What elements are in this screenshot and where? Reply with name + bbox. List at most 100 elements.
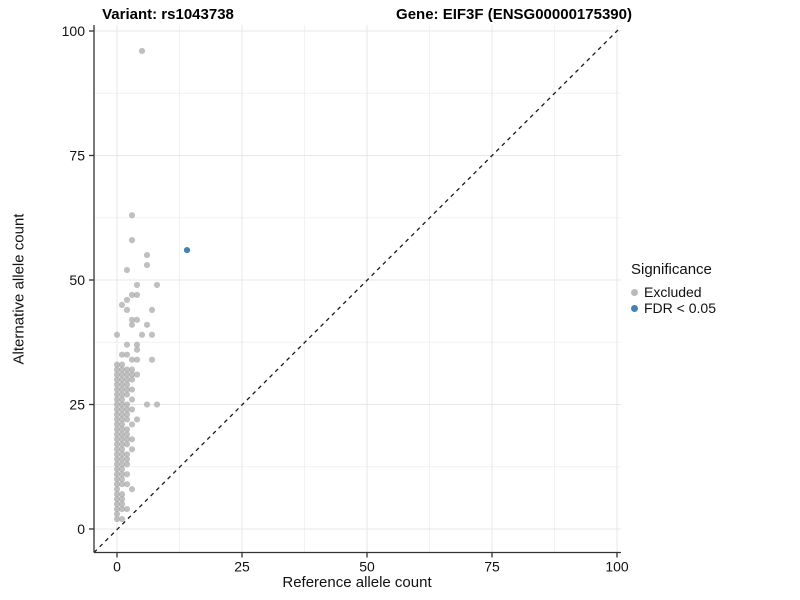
data-point-excluded: [123, 306, 131, 313]
data-point-excluded: [113, 431, 121, 438]
data-point-excluded: [128, 356, 136, 363]
data-point-excluded: [153, 401, 161, 408]
data-point-excluded: [113, 376, 121, 383]
data-point-excluded: [118, 396, 126, 403]
data-point-excluded: [123, 381, 131, 388]
data-point-excluded: [118, 381, 126, 388]
data-point-excluded: [143, 321, 151, 328]
identity-line: [93, 29, 619, 553]
data-point-excluded: [133, 356, 141, 363]
data-point-excluded: [148, 306, 156, 313]
data-point-excluded: [153, 281, 161, 289]
data-point-excluded: [118, 471, 126, 478]
data-point-excluded: [133, 316, 141, 323]
data-point-excluded: [113, 461, 121, 468]
data-point-excluded: [118, 391, 126, 398]
data-point-excluded: [128, 386, 136, 393]
data-point-excluded: [113, 371, 121, 378]
data-point-excluded: [118, 366, 126, 373]
plot-title-gene: Gene: EIF3F (ENSG00000175390): [396, 6, 632, 23]
data-point-excluded: [118, 351, 126, 358]
data-point-excluded: [113, 421, 121, 428]
data-point-excluded: [118, 431, 126, 438]
data-point-excluded: [113, 416, 121, 423]
data-point-excluded: [118, 461, 126, 468]
data-point-excluded: [123, 416, 131, 423]
data-point-excluded: [123, 351, 131, 358]
data-point-excluded: [113, 391, 121, 398]
data-point-excluded: [118, 426, 126, 433]
data-point-excluded: [123, 341, 131, 348]
data-point-excluded: [113, 471, 121, 478]
data-point-excluded: [113, 486, 121, 493]
x-axis-title: Reference allele count: [282, 574, 432, 591]
data-point-excluded: [128, 366, 136, 373]
data-point-excluded: [113, 496, 121, 503]
data-point-excluded: [118, 411, 126, 418]
data-point-excluded: [128, 446, 136, 453]
data-point-excluded: [128, 212, 136, 219]
data-point-excluded: [123, 406, 131, 413]
data-point-excluded: [123, 441, 131, 448]
plot-title-variant: Variant: rs1043738: [102, 6, 234, 23]
legend-label-excluded: Excluded: [644, 284, 702, 300]
data-point-excluded: [118, 401, 126, 408]
data-point-excluded: [113, 476, 121, 483]
data-point-excluded: [123, 436, 131, 443]
data-point-excluded: [123, 391, 131, 398]
data-point-excluded: [138, 331, 146, 338]
data-point-excluded: [128, 406, 136, 413]
data-point-excluded: [113, 491, 121, 498]
data-point-excluded: [123, 456, 131, 463]
data-point-excluded: [118, 441, 126, 448]
legend-item-excluded: Excluded: [631, 284, 716, 300]
data-point-excluded: [118, 361, 126, 368]
data-point-excluded: [128, 291, 136, 299]
data-point-excluded: [133, 341, 141, 348]
data-point-excluded: [113, 505, 121, 513]
data-point-excluded: [118, 436, 126, 443]
legend-item-fdr: FDR < 0.05: [631, 300, 716, 316]
data-point-excluded: [123, 371, 131, 378]
data-point-excluded: [128, 396, 136, 403]
data-point-excluded: [118, 515, 126, 523]
data-point-excluded: [123, 461, 131, 468]
data-point-excluded: [113, 386, 121, 393]
data-point-excluded: [118, 451, 126, 458]
data-point-excluded: [123, 505, 131, 513]
legend: Significance Excluded FDR < 0.05: [631, 261, 716, 316]
data-point-excluded: [113, 456, 121, 463]
data-point-excluded: [123, 366, 131, 373]
data-point-excluded: [118, 376, 126, 383]
data-point-excluded: [118, 371, 126, 378]
y-tick-label: 0: [77, 521, 85, 537]
data-point-excluded: [133, 281, 141, 289]
data-point-excluded: [113, 426, 121, 433]
data-point-excluded: [123, 386, 131, 393]
data-point-excluded: [113, 361, 121, 368]
data-point-excluded: [123, 266, 131, 274]
x-tick-label: 25: [234, 559, 250, 575]
data-point-excluded: [118, 301, 126, 308]
data-point-excluded: [143, 252, 151, 259]
excluded-point-icon: [631, 288, 638, 296]
data-point-excluded: [128, 237, 136, 244]
data-point-excluded: [118, 416, 126, 423]
data-point-excluded: [123, 471, 131, 478]
data-point-excluded: [123, 426, 131, 433]
x-tick-label: 0: [113, 559, 121, 575]
data-point-excluded: [113, 510, 121, 518]
data-point-excluded: [113, 381, 121, 388]
data-point-excluded: [128, 436, 136, 443]
data-point-excluded: [113, 411, 121, 418]
data-point-excluded: [113, 436, 121, 443]
data-point-excluded: [113, 366, 121, 373]
y-axis-title: Alternative allele count: [10, 213, 28, 365]
legend-label-fdr: FDR < 0.05: [644, 300, 716, 316]
data-point-excluded: [143, 261, 151, 269]
data-point-excluded: [128, 371, 136, 378]
y-tick-label: 50: [69, 272, 85, 288]
data-point-excluded: [118, 496, 126, 503]
data-point-excluded: [118, 505, 126, 513]
